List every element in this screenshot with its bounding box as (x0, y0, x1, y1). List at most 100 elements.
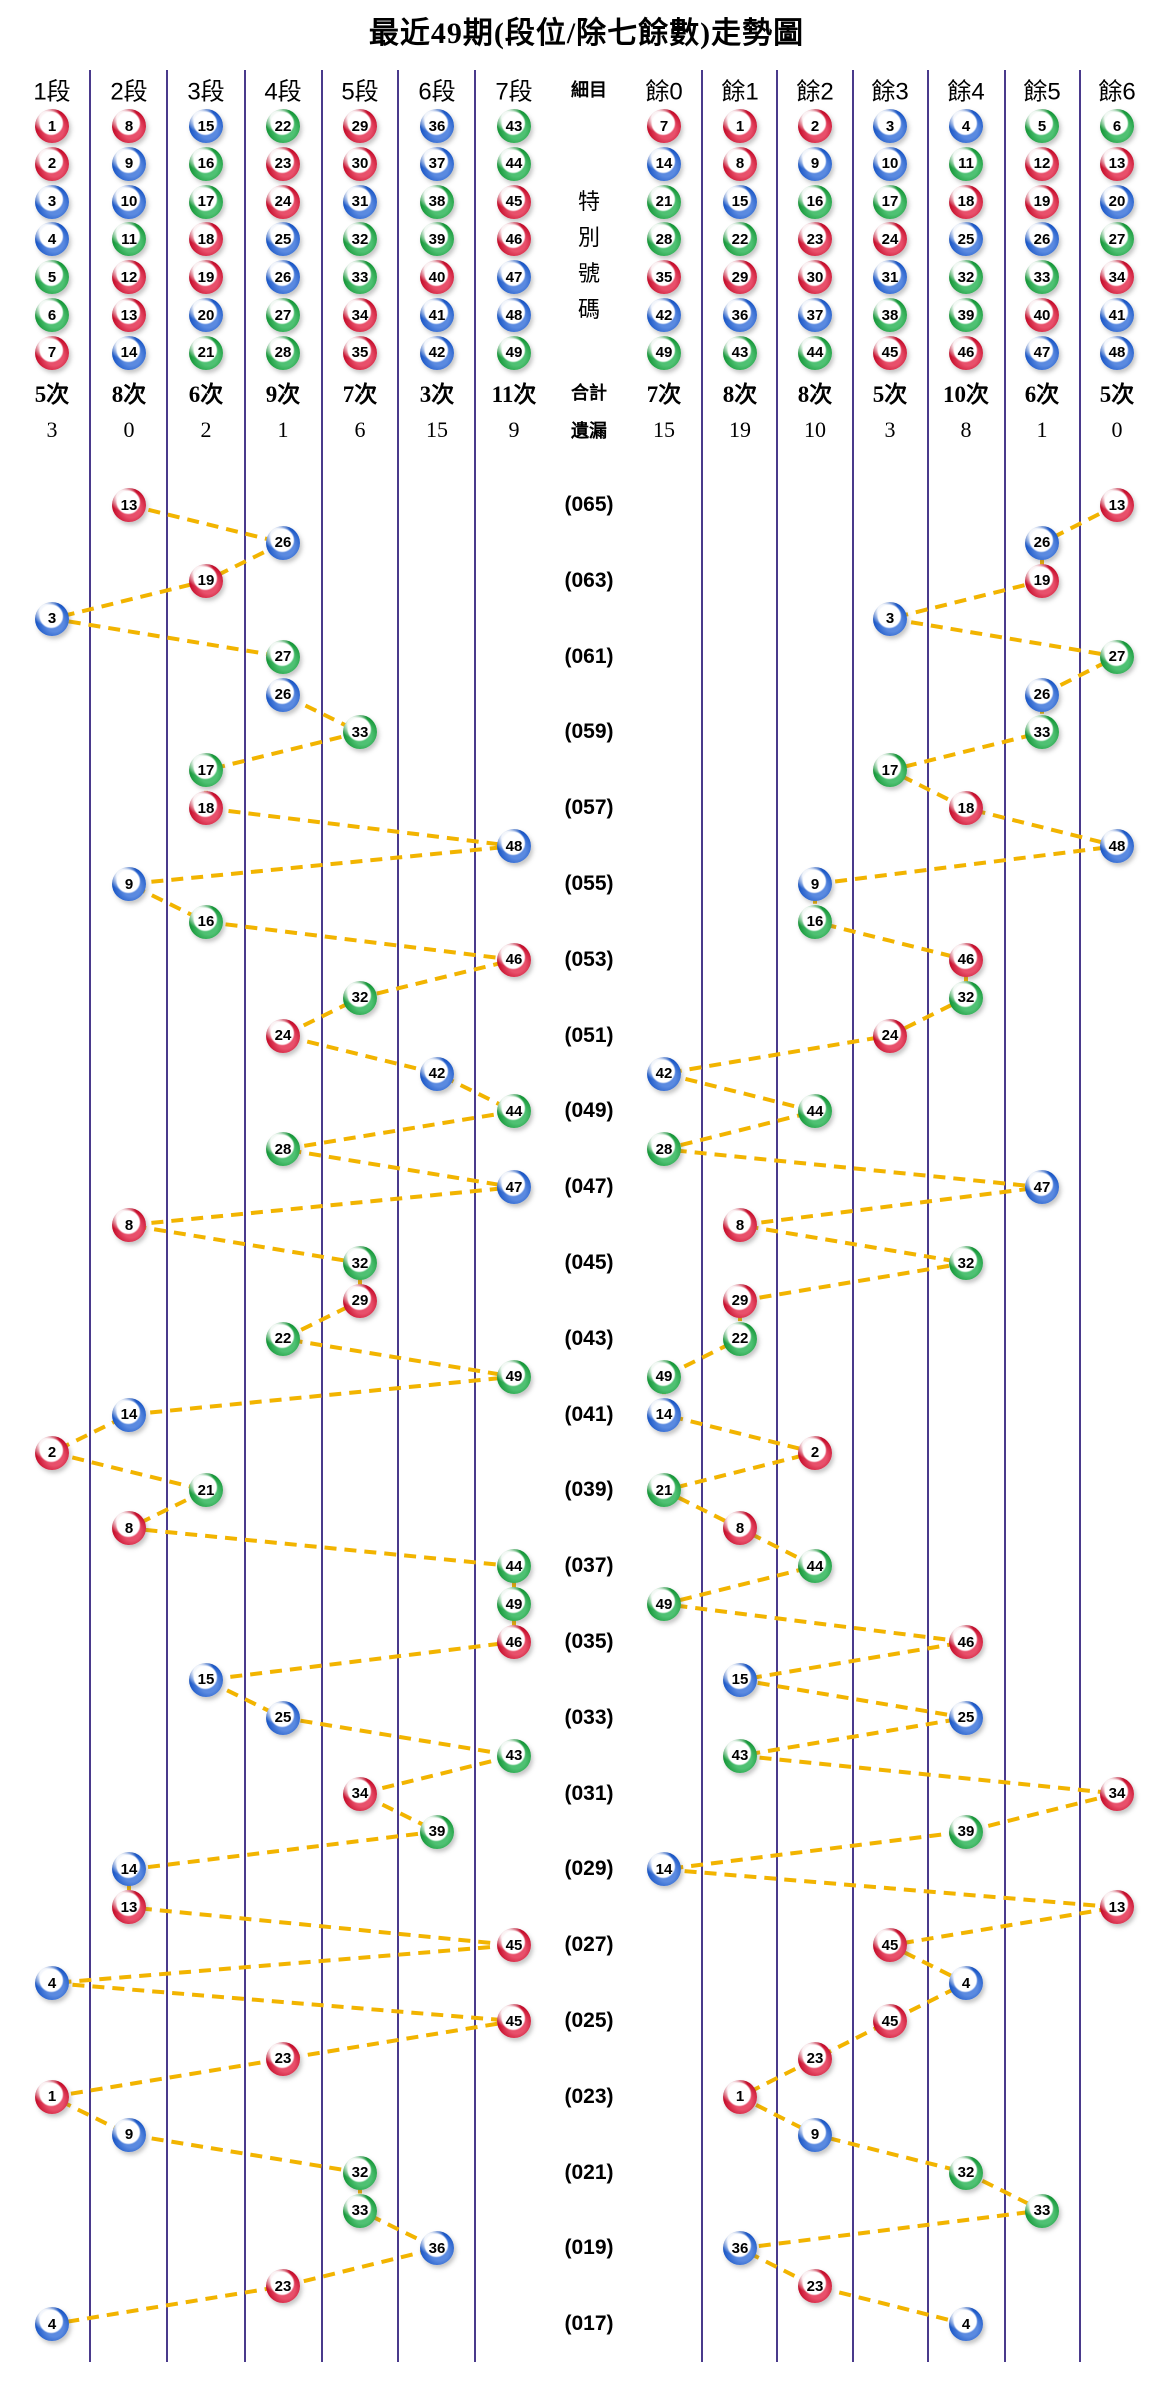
legend-ball-11: 11 (949, 146, 983, 181)
ball-number: 15 (731, 1671, 749, 1689)
segment-ball-47: 47 (497, 1170, 531, 1205)
mod7-ball-26: 26 (1025, 677, 1059, 712)
mod7-ball-17: 17 (873, 753, 907, 788)
ball-number: 33 (1033, 2202, 1051, 2219)
ball-number: 17 (197, 193, 215, 211)
mod7-ball-13: 13 (1100, 1890, 1134, 1925)
column-header-1段: 1段 (33, 78, 71, 106)
ball-number: 32 (351, 230, 369, 248)
ball-number: 24 (881, 1027, 899, 1045)
period-label: (039) (564, 1478, 614, 1502)
ball-number: 13 (1108, 155, 1126, 173)
legend-ball-40: 40 (420, 260, 454, 295)
legend-ball-21: 21 (189, 335, 223, 370)
segment-ball-39: 39 (420, 1814, 454, 1849)
legend-ball-32: 32 (949, 260, 983, 295)
legend-ball-42: 42 (647, 298, 681, 332)
segment-ball-26: 26 (266, 525, 300, 560)
segment-miss: 2 (200, 417, 212, 442)
mod7-ball-2: 2 (798, 1435, 832, 1470)
ball-number: 21 (197, 1481, 215, 1499)
ball-number: 13 (120, 306, 138, 324)
mod7-count: 8次 (722, 382, 758, 407)
ball-number: 29 (351, 117, 369, 135)
segment-ball-32: 32 (343, 980, 377, 1015)
ball-number: 26 (274, 686, 292, 703)
period-label: (031) (564, 1781, 614, 1805)
ball-number: 2 (810, 117, 820, 135)
ball-number: 49 (505, 344, 523, 362)
ball-number: 29 (351, 1292, 369, 1310)
ball-number: 16 (197, 913, 215, 931)
ball-number: 25 (274, 230, 292, 248)
legend-ball-4: 4 (949, 109, 983, 143)
ball-number: 13 (120, 1898, 138, 1916)
legend-ball-32: 32 (343, 222, 377, 257)
legend-ball-16: 16 (798, 184, 832, 219)
ball-number: 42 (428, 1065, 446, 1082)
mod7-miss: 10 (804, 417, 826, 442)
ball-number: 3 (885, 117, 895, 135)
column-header-7段: 7段 (495, 78, 533, 106)
legend-ball-27: 27 (1100, 222, 1134, 257)
column-header-餘2: 餘2 (796, 78, 834, 106)
mod7-ball-34: 34 (1100, 1776, 1134, 1811)
mod7-ball-8: 8 (723, 1511, 757, 1546)
ball-number: 41 (1108, 306, 1126, 324)
legend-ball-43: 43 (497, 109, 531, 143)
ball-number: 21 (655, 1481, 673, 1499)
mod7-count: 5次 (872, 382, 908, 407)
ball-number: 48 (1108, 837, 1126, 855)
legend-ball-10: 10 (873, 146, 907, 181)
ball-number: 29 (731, 268, 749, 286)
ball-number: 44 (505, 1557, 523, 1575)
ball-number: 27 (274, 306, 292, 324)
ball-number: 28 (655, 1140, 673, 1158)
column-header-2段: 2段 (110, 78, 148, 106)
period-label: (019) (564, 2236, 614, 2260)
legend-ball-1: 1 (723, 109, 757, 143)
ball-number: 26 (1033, 686, 1051, 703)
legend-ball-40: 40 (1025, 298, 1059, 332)
ball-number: 38 (881, 306, 899, 324)
ball-number: 9 (810, 2126, 820, 2144)
period-label: (055) (564, 872, 614, 895)
ball-number: 3 (47, 610, 57, 628)
segment-ball-18: 18 (189, 791, 223, 826)
mod7-ball-9: 9 (798, 2117, 832, 2152)
segment-ball-49: 49 (497, 1587, 531, 1622)
ball-number: 8 (124, 1519, 134, 1537)
ball-number: 36 (428, 117, 446, 135)
mod7-ball-48: 48 (1100, 829, 1134, 864)
mod7-ball-29: 29 (723, 1283, 757, 1318)
mod7-ball-39: 39 (949, 1814, 983, 1849)
ball-number: 17 (197, 761, 215, 779)
legend-ball-19: 19 (189, 260, 223, 295)
column-header-餘5: 餘5 (1023, 78, 1061, 106)
ball-number: 42 (428, 344, 446, 362)
segment-ball-36: 36 (420, 2231, 454, 2266)
legend-ball-45: 45 (873, 335, 907, 370)
legend-ball-45: 45 (497, 184, 531, 219)
legend-ball-2: 2 (798, 109, 832, 143)
mod7-ball-49: 49 (647, 1359, 681, 1394)
mod7-count: 10次 (943, 382, 989, 407)
ball-number: 1 (735, 117, 745, 135)
ball-number: 18 (197, 230, 215, 248)
mod7-ball-44: 44 (798, 1094, 832, 1129)
legend-ball-49: 49 (497, 335, 531, 370)
legend-ball-26: 26 (266, 260, 300, 295)
period-label: (027) (564, 1933, 614, 1957)
legend-ball-34: 34 (1100, 260, 1134, 295)
ball-number: 14 (655, 155, 673, 173)
ball-number: 3 (885, 610, 895, 628)
ball-number: 21 (655, 193, 673, 211)
ball-number: 49 (655, 344, 673, 362)
special-number-vertical-label: 號 (577, 261, 601, 286)
legend-ball-1: 1 (35, 109, 69, 143)
ball-number: 19 (197, 572, 215, 590)
period-label: (049) (564, 1099, 614, 1123)
ball-number: 47 (505, 268, 523, 286)
ball-number: 36 (428, 2239, 446, 2257)
